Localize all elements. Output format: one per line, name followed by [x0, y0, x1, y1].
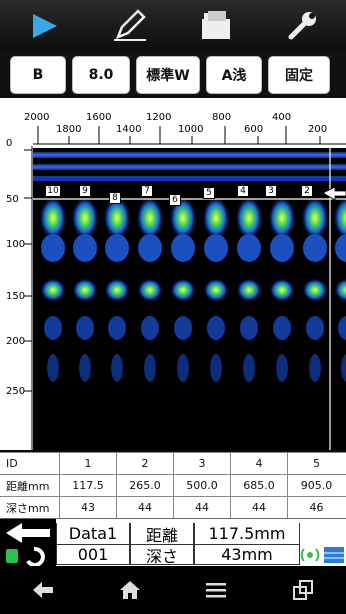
top-toolbar — [0, 0, 346, 52]
data-name-field: Data1 — [56, 523, 130, 545]
marker[interactable]: 8 — [109, 192, 121, 204]
pen-button[interactable] — [100, 4, 160, 48]
battery-icon — [6, 549, 18, 563]
distance-ruler — [33, 126, 346, 145]
table-row: 距離mm 117.5 265.0 500.0 685.0 905.0 — [0, 475, 346, 497]
marker[interactable]: 3 — [265, 185, 277, 197]
wrench-button[interactable] — [273, 4, 333, 48]
menu-icon — [206, 583, 227, 598]
table-cell: 117.5 — [60, 475, 117, 496]
tick-label: 200 — [308, 124, 328, 135]
table-cell[interactable]: 2 — [117, 453, 174, 474]
depth-tick-label: 100 — [6, 239, 26, 250]
play-icon — [33, 14, 58, 38]
tick-label: 600 — [244, 124, 264, 135]
back-icon — [33, 582, 54, 598]
home-button[interactable] — [110, 570, 150, 610]
tick-label: 2000 — [24, 112, 50, 123]
marker[interactable]: 6 — [169, 194, 181, 206]
table-cell: 500.0 — [174, 475, 231, 496]
table-header: 距離mm — [0, 475, 60, 496]
recent-apps-icon — [292, 580, 313, 600]
recent-apps-button[interactable] — [283, 570, 323, 610]
marker[interactable]: 7 — [141, 185, 153, 197]
status-icons — [0, 519, 56, 567]
tick-label: 1200 — [146, 112, 172, 123]
settings-row: B 8.0 標準W A浅 固定 — [0, 52, 346, 98]
depth-tick-label: 50 — [6, 194, 19, 205]
marker[interactable]: 4 — [237, 185, 249, 197]
marker[interactable]: 2 — [301, 185, 313, 197]
depth-label: 深さ — [130, 545, 194, 566]
table-cell: 685.0 — [231, 475, 288, 496]
refresh-icon[interactable] — [26, 546, 45, 567]
table-cell: 43 — [60, 497, 117, 518]
depth-ruler — [24, 146, 33, 450]
preset-button[interactable]: 標準W — [136, 56, 200, 94]
mode-button[interactable]: B — [10, 56, 66, 94]
folder-icon — [202, 11, 231, 39]
table-cell: 46 — [309, 501, 324, 514]
folder-button[interactable] — [186, 4, 246, 48]
back-button[interactable] — [23, 570, 63, 610]
radar-image — [33, 148, 346, 450]
tick-label: 800 — [212, 112, 232, 123]
tick-label: 1400 — [116, 124, 142, 135]
distance-label: 距離 — [130, 523, 194, 545]
table-header: 深さmm — [0, 497, 60, 518]
depth-tick-label: 150 — [6, 291, 26, 302]
table-header: ID — [0, 453, 60, 474]
data-number-field: 001 — [56, 545, 130, 565]
table-cell: 44 — [117, 497, 174, 518]
measurement-table: ID 1 2 3 4 5 距離mm 117.5 265.0 500.0 685.… — [0, 452, 346, 519]
marker[interactable]: 10 — [45, 185, 61, 197]
pen-icon — [113, 9, 146, 41]
tick-label: 1800 — [56, 124, 82, 135]
table-cell: 44 — [174, 497, 231, 518]
depth-tick-label: 250 — [6, 386, 26, 397]
status-panel: Data1 001 距離 深さ 117.5mm 43mm — [0, 518, 346, 567]
table-cell: 44 — [231, 497, 288, 518]
table-cell[interactable]: 5 — [313, 457, 320, 470]
wrench-icon — [288, 12, 316, 40]
table-cell[interactable]: 4 — [231, 453, 288, 474]
tick-label: 400 — [272, 112, 292, 123]
play-button[interactable] — [13, 4, 73, 48]
value-button[interactable]: 8.0 — [72, 56, 130, 94]
distance-value: 117.5mm — [194, 523, 300, 545]
table-row: 深さmm 43 44 44 44 46 — [0, 497, 346, 519]
marker[interactable]: 5 — [203, 187, 215, 199]
table-cell: 265.0 — [117, 475, 174, 496]
fix-button[interactable]: 固定 — [268, 56, 330, 94]
home-icon — [119, 581, 140, 599]
depth-tick-label: 200 — [6, 336, 26, 347]
tick-label: 1600 — [86, 112, 112, 123]
radar-scan-view[interactable]: 10 9 8 7 6 5 4 3 2 — [33, 148, 346, 450]
table-row: ID 1 2 3 4 5 — [0, 453, 346, 475]
marker[interactable]: 9 — [79, 185, 91, 197]
table-cell[interactable]: 1 — [60, 453, 117, 474]
table-cell: 905.0 — [300, 479, 333, 492]
table-cell[interactable]: 3 — [174, 453, 231, 474]
back-arrow-icon[interactable] — [6, 523, 50, 543]
navigation-bar — [0, 566, 346, 614]
menu-button[interactable] — [196, 570, 236, 610]
depth-tick-label: 0 — [6, 138, 13, 149]
tick-label: 1000 — [178, 124, 204, 135]
range-button[interactable]: A浅 — [206, 56, 262, 94]
signal-icon — [300, 547, 344, 563]
depth-value: 43mm — [194, 545, 300, 565]
